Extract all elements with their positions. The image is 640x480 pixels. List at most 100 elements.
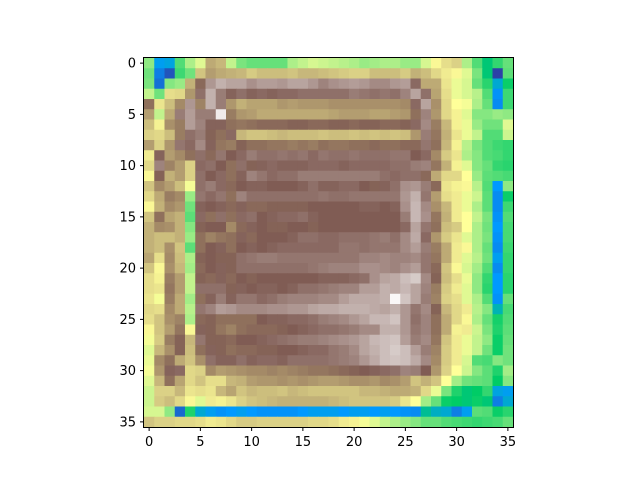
heatmap-cell [349, 201, 360, 213]
heatmap-cell [390, 242, 401, 254]
heatmap-cell [226, 375, 237, 387]
heatmap-cell [318, 191, 330, 203]
heatmap-cell [226, 242, 237, 254]
heatmap-cell [164, 263, 176, 274]
x-axis: 0 5 10 15 20 25 30 35 [145, 427, 516, 450]
heatmap-cell [236, 140, 248, 151]
heatmap-cell [338, 140, 350, 151]
heatmap-cell [174, 191, 186, 203]
heatmap-cell [400, 119, 412, 131]
heatmap-cell [379, 334, 391, 346]
heatmap-cell [174, 88, 186, 100]
heatmap-cell [482, 68, 494, 80]
heatmap-cell [472, 109, 483, 121]
heatmap-cell [215, 324, 227, 336]
heatmap-cell [359, 416, 371, 428]
heatmap-cell [287, 181, 299, 192]
heatmap-cell [420, 293, 432, 305]
heatmap-cell [420, 396, 432, 408]
heatmap-cell [390, 386, 401, 397]
heatmap-cell [195, 99, 207, 110]
heatmap-cell [144, 365, 155, 377]
heatmap-cell [369, 222, 381, 233]
heatmap-cell [267, 211, 278, 223]
heatmap-cell [226, 109, 237, 121]
heatmap-cell [379, 99, 391, 110]
heatmap-cell [287, 58, 299, 69]
heatmap-cell [338, 170, 350, 182]
heatmap-cell [267, 129, 278, 141]
heatmap-cell [246, 140, 258, 151]
heatmap-cell [267, 170, 278, 182]
heatmap-cell [400, 58, 412, 69]
heatmap-cell [267, 375, 278, 387]
heatmap-cell [359, 109, 371, 121]
heatmap-cell [328, 304, 340, 315]
heatmap-cell [492, 304, 504, 315]
heatmap-cell [154, 304, 166, 315]
heatmap-cell [164, 416, 176, 428]
heatmap-cell [164, 232, 176, 244]
heatmap-cell [267, 191, 278, 203]
heatmap-cell [420, 191, 432, 203]
heatmap-cell [431, 304, 442, 315]
heatmap-cell [451, 232, 463, 244]
heatmap-cell [226, 345, 237, 356]
heatmap-cell [410, 201, 422, 213]
heatmap-cell [205, 406, 217, 418]
heatmap-cell [369, 150, 381, 162]
heatmap-cell [338, 365, 350, 377]
heatmap-cell [277, 252, 289, 264]
heatmap-cell [359, 252, 371, 264]
heatmap-cell [359, 355, 371, 367]
heatmap-cell [369, 345, 381, 356]
heatmap-cell [164, 375, 176, 387]
heatmap-cell [144, 355, 155, 367]
heatmap-cell [420, 201, 432, 213]
heatmap-cell [359, 160, 371, 172]
heatmap-cell [226, 396, 237, 408]
heatmap-cell [410, 334, 422, 346]
heatmap-cell [205, 222, 217, 233]
heatmap-cell [185, 375, 196, 387]
heatmap-cell [492, 345, 504, 356]
heatmap-cell [308, 406, 319, 418]
heatmap-cell [154, 273, 166, 285]
heatmap-cell [226, 252, 237, 264]
heatmap-cell [215, 314, 227, 326]
heatmap-cell [226, 119, 237, 131]
heatmap-cell [205, 68, 217, 80]
heatmap-cell [144, 201, 155, 213]
heatmap-cell [256, 263, 268, 274]
heatmap-cell [174, 273, 186, 285]
heatmap-cell [195, 88, 207, 100]
heatmap-cell [441, 88, 453, 100]
heatmap-cell [236, 416, 248, 428]
heatmap-cell [287, 99, 299, 110]
heatmap-cell [236, 396, 248, 408]
heatmap-cell [174, 119, 186, 131]
heatmap-cell [431, 78, 442, 90]
heatmap-cell [226, 334, 237, 346]
heatmap-cell [379, 232, 391, 244]
heatmap-cell [287, 150, 299, 162]
heatmap-cell [400, 201, 412, 213]
heatmap-cell [267, 324, 278, 336]
heatmap-cell [451, 201, 463, 213]
heatmap-cell [390, 140, 401, 151]
heatmap-cell [287, 242, 299, 254]
heatmap-cell [502, 129, 514, 141]
heatmap-cell [359, 58, 371, 69]
heatmap-cell [349, 140, 360, 151]
heatmap-cell [328, 242, 340, 254]
heatmap-cell [297, 386, 309, 397]
heatmap-cell [318, 375, 330, 387]
heatmap-cell [154, 365, 166, 377]
heatmap-cell [400, 78, 412, 90]
heatmap-cell [246, 109, 258, 121]
heatmap-cell [359, 140, 371, 151]
heatmap-cell [174, 293, 186, 305]
heatmap-cell [349, 324, 360, 336]
heatmap-cell [174, 406, 186, 418]
heatmap-cell [318, 283, 330, 295]
